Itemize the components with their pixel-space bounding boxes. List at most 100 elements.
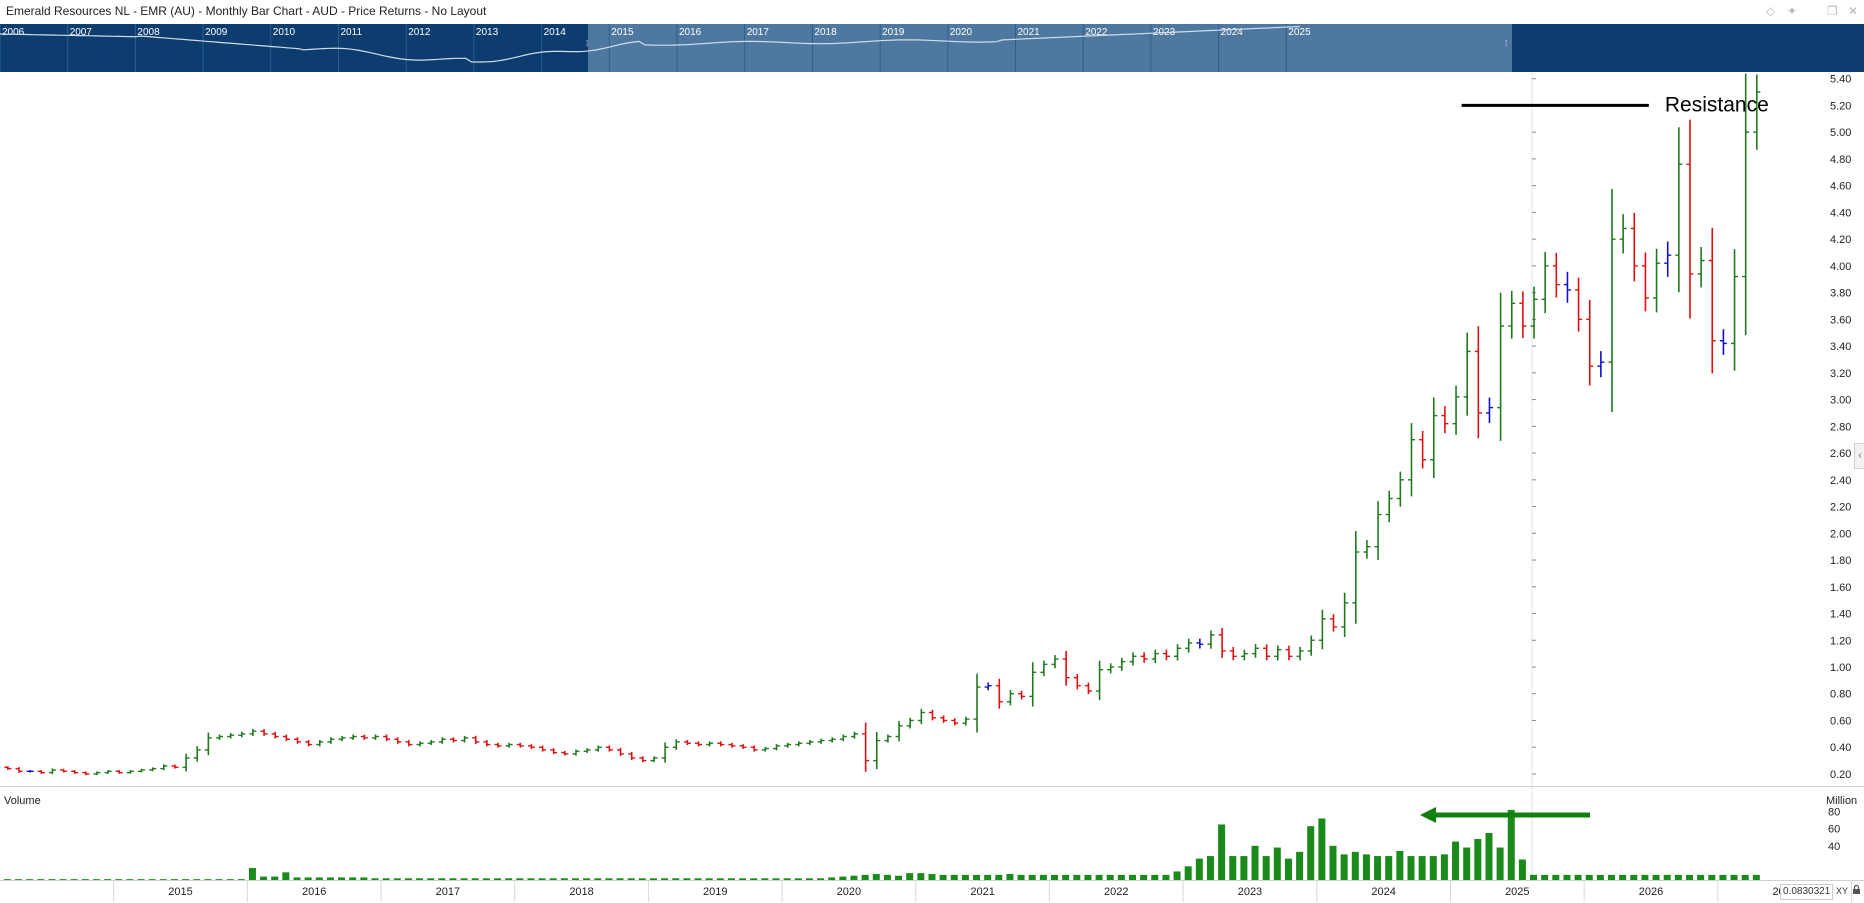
- ohlc-bar: [383, 734, 391, 742]
- volume-bar: [193, 879, 201, 880]
- price-tick-label: 2.80: [1830, 421, 1851, 433]
- time-axis-tick-label: 2016: [302, 886, 326, 898]
- ohlc-bar: [817, 738, 825, 744]
- volume-bar: [638, 878, 646, 880]
- volume-bar: [1407, 856, 1415, 880]
- ohlc-bar: [917, 708, 925, 725]
- volume-bar: [538, 878, 546, 880]
- volume-bar: [549, 878, 557, 880]
- close-icon[interactable]: ✕: [1848, 4, 1859, 18]
- price-tick-label: 0.60: [1830, 715, 1851, 727]
- time-axis: 2015 2016 2017 2018 2019 2020 2021 2022 2023 2024…: [0, 880, 1864, 902]
- overview-navigator[interactable]: ⁞ ⁞ 2006 2007 2008 2009 2010 2011 2012 2013 2014 20…: [0, 24, 1864, 72]
- ohlc-bar: [1140, 652, 1148, 663]
- diamond-icon[interactable]: ◇: [1766, 4, 1776, 18]
- overview-year-label: 2018: [814, 27, 837, 38]
- volume-bar: [1474, 838, 1482, 880]
- volume-bar: [460, 878, 468, 880]
- volume-bar: [204, 879, 212, 880]
- ohlc-bar: [371, 734, 379, 740]
- volume-bar: [516, 878, 524, 880]
- ohlc-bar: [750, 745, 758, 752]
- overview-selection: [588, 24, 1512, 72]
- volume-bar: [995, 874, 1003, 880]
- ohlc-bar: [1006, 690, 1014, 706]
- overview-price-line: [0, 25, 1301, 63]
- ohlc-bar: [338, 735, 346, 742]
- price-tick-label: 3.20: [1830, 368, 1851, 380]
- volume-bar: [1307, 826, 1315, 880]
- volume-bar: [382, 878, 390, 880]
- side-panel-toggle[interactable]: ‹: [1854, 443, 1864, 469]
- volume-bar: [928, 874, 936, 880]
- time-axis-tick-label: 2017: [436, 886, 460, 898]
- volume-bar: [70, 879, 78, 880]
- xy-toggle[interactable]: XY: [1836, 886, 1849, 896]
- ohlc-bar: [360, 734, 368, 740]
- ohlc-bar: [1185, 638, 1193, 653]
- restore-icon[interactable]: ❐: [1827, 4, 1838, 18]
- ohlc-bar: [293, 737, 301, 744]
- ohlc-bar: [182, 753, 190, 772]
- volume-bar: [850, 875, 858, 880]
- ohlc-bar: [438, 737, 446, 744]
- volume-bar: [126, 879, 134, 880]
- ohlc-bar: [138, 768, 146, 773]
- volume-bar: [761, 878, 769, 880]
- ohlc-bar: [126, 770, 134, 774]
- volume-bar: [115, 879, 123, 880]
- volume-bar: [828, 877, 836, 880]
- volume-bar: [104, 879, 112, 880]
- volume-bar: [672, 878, 680, 880]
- ohlc-bar: [282, 734, 290, 742]
- ohlc-bar: [550, 748, 558, 755]
- ohlc-bar: [394, 737, 402, 744]
- ohlc-bar: [995, 678, 1003, 709]
- volume-bar: [661, 878, 669, 880]
- ohlc-bar: [1407, 423, 1415, 497]
- volume-bar: [14, 879, 22, 880]
- ohlc-bar: [193, 746, 201, 762]
- volume-bar: [1541, 874, 1549, 880]
- ohlc-bar: [160, 764, 168, 771]
- volume-bar: [1552, 874, 1560, 880]
- chart-title: Emerald Resources NL - EMR (AU) - Monthl…: [6, 4, 487, 18]
- ohlc-bar: [928, 709, 936, 721]
- pin-icon[interactable]: ✦: [1787, 4, 1798, 18]
- volume-bar: [571, 878, 579, 880]
- ohlc-bar: [227, 733, 235, 739]
- volume-annotation-arrow-head: [1420, 807, 1436, 823]
- volume-bar: [1151, 874, 1159, 880]
- ohlc-bar: [1174, 644, 1182, 661]
- lock-icon[interactable]: [1852, 885, 1861, 894]
- overview-year-label: 2019: [882, 27, 905, 38]
- volume-bar: [1641, 874, 1649, 880]
- ohlc-bar: [695, 741, 703, 747]
- volume-bar: [1028, 874, 1036, 880]
- ohlc-bar: [1708, 227, 1716, 374]
- ohlc-bar: [260, 729, 268, 736]
- volume-bar: [705, 878, 713, 880]
- volume-bar: [1374, 856, 1382, 880]
- ohlc-bar: [1497, 292, 1505, 441]
- volume-bar: [1585, 874, 1593, 880]
- volume-bar: [59, 879, 67, 880]
- ohlc-bar: [617, 747, 625, 756]
- volume-bar: [1697, 874, 1705, 880]
- volume-bar: [805, 878, 813, 880]
- volume-bar: [1106, 874, 1114, 880]
- time-axis-tick-label: 2018: [569, 886, 593, 898]
- price-tick-label: 0.20: [1830, 769, 1851, 781]
- ohlc-bar: [628, 751, 636, 761]
- volume-bar: [594, 878, 602, 880]
- ohlc-bar: [728, 742, 736, 748]
- volume-tick-label: 60: [1828, 824, 1840, 836]
- volume-bar: [1229, 856, 1237, 880]
- volume-bar: [1741, 874, 1749, 880]
- overview-year-label: 2014: [544, 27, 567, 38]
- volume-bar: [1708, 874, 1716, 880]
- volume-bar: [1429, 856, 1437, 880]
- ohlc-bar: [1641, 252, 1649, 312]
- volume-bar: [1396, 850, 1404, 880]
- volume-bar: [783, 878, 791, 880]
